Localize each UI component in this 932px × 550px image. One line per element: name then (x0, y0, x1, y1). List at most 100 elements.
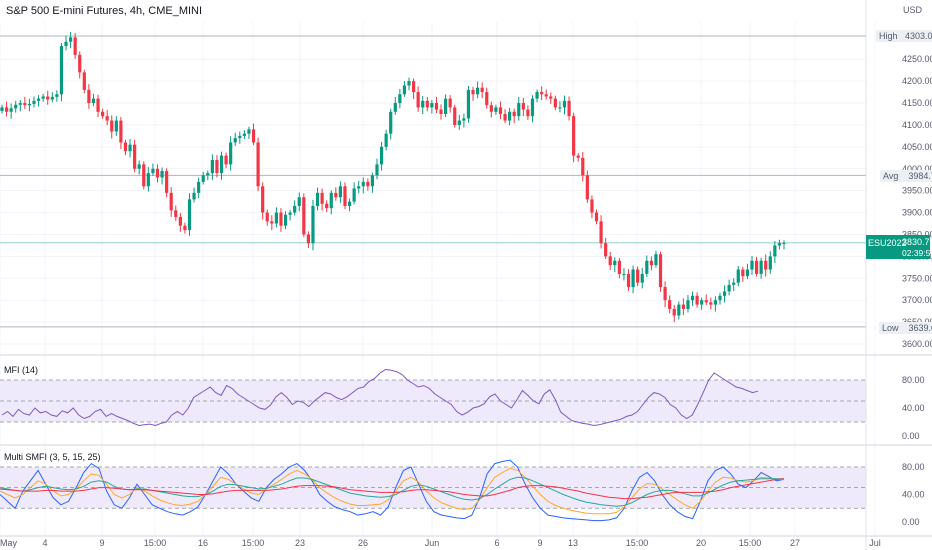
candle-body[interactable] (448, 98, 452, 108)
candle-body[interactable] (224, 155, 228, 165)
candle-body[interactable] (521, 103, 525, 110)
candle-body[interactable] (155, 168, 160, 178)
smfi-line-3[interactable] (0, 459, 785, 522)
candle-body[interactable] (361, 181, 365, 187)
candle-body[interactable] (585, 175, 589, 200)
candle-body[interactable] (41, 96, 45, 99)
candle-body[interactable] (146, 173, 150, 187)
candle-body[interactable] (517, 103, 521, 117)
candle-body[interactable] (137, 164, 141, 169)
candle-body[interactable] (46, 96, 50, 100)
candle-body[interactable] (73, 37, 77, 55)
candle-body[interactable] (325, 203, 329, 209)
candle-body[interactable] (320, 192, 324, 204)
candle-body[interactable] (50, 96, 54, 100)
candle-body[interactable] (718, 295, 722, 301)
candle-body[interactable] (123, 142, 128, 152)
candle-body[interactable] (713, 300, 718, 305)
candle-body[interactable] (283, 214, 288, 226)
candle-body[interactable] (562, 100, 567, 108)
candle-body[interactable] (466, 89, 471, 119)
candle-body[interactable] (736, 269, 740, 283)
candle-body[interactable] (709, 302, 713, 305)
candle-body[interactable] (764, 260, 768, 270)
smfi-pane-label[interactable]: Multi SMFI (3, 5, 15, 25) (4, 452, 101, 462)
candle-body[interactable] (512, 111, 516, 117)
candle-body[interactable] (741, 269, 745, 277)
candle-body[interactable] (567, 100, 571, 117)
candle-body[interactable] (754, 260, 759, 274)
candle-body[interactable] (242, 133, 246, 136)
candle-body[interactable] (576, 155, 580, 158)
candle-body[interactable] (489, 105, 493, 112)
candle-body[interactable] (471, 89, 475, 95)
candle-body[interactable] (197, 181, 201, 193)
candle-body[interactable] (128, 144, 132, 152)
candle-body[interactable] (727, 284, 731, 292)
candle-body[interactable] (768, 256, 772, 270)
candle-body[interactable] (133, 144, 137, 169)
candle-body[interactable] (55, 94, 59, 97)
candle-body[interactable] (530, 98, 535, 117)
candle-body[interactable] (599, 221, 603, 244)
candle-body[interactable] (453, 107, 457, 125)
candle-body[interactable] (508, 111, 512, 121)
candle-body[interactable] (357, 186, 361, 189)
candle-body[interactable] (759, 260, 763, 274)
candle-body[interactable] (151, 168, 155, 174)
smfi-series[interactable] (0, 459, 785, 522)
candle-body[interactable] (329, 192, 333, 209)
candle-body[interactable] (622, 273, 626, 275)
candle-body[interactable] (142, 164, 146, 187)
candle-body[interactable] (608, 256, 612, 266)
candle-body[interactable] (174, 210, 178, 217)
candle-body[interactable] (544, 94, 548, 97)
candle-body[interactable] (782, 242, 786, 244)
candle-body[interactable] (498, 107, 503, 114)
candle-body[interactable] (297, 197, 301, 206)
candle-body[interactable] (178, 216, 182, 226)
candle-body[interactable] (315, 192, 320, 206)
candle-body[interactable] (302, 197, 306, 235)
candle-body[interactable] (32, 100, 36, 104)
candle-body[interactable] (425, 100, 429, 108)
candle-body[interactable] (553, 98, 557, 108)
candle-body[interactable] (9, 108, 13, 112)
candle-body[interactable] (114, 120, 118, 132)
candle-body[interactable] (640, 273, 644, 283)
candle-body[interactable] (160, 170, 164, 178)
candle-body[interactable] (485, 92, 489, 106)
candle-body[interactable] (750, 260, 754, 270)
candle-body[interactable] (549, 96, 553, 99)
candle-body[interactable] (306, 234, 310, 244)
candle-body[interactable] (398, 94, 402, 104)
candle-body[interactable] (581, 157, 585, 176)
candle-body[interactable] (238, 135, 242, 139)
candle-body[interactable] (215, 159, 219, 174)
candle-body[interactable] (732, 282, 736, 285)
candle-body[interactable] (96, 98, 100, 112)
candle-body[interactable] (649, 260, 653, 266)
candle-body[interactable] (347, 201, 352, 206)
candle-body[interactable] (68, 37, 73, 42)
candle-body[interactable] (777, 243, 782, 246)
candle-body[interactable] (279, 212, 283, 226)
candle-body[interactable] (375, 164, 379, 176)
candle-body[interactable] (704, 300, 708, 303)
candle-body[interactable] (690, 295, 695, 301)
candle-body[interactable] (379, 146, 384, 165)
candle-body[interactable] (334, 192, 338, 198)
candle-body[interactable] (434, 103, 439, 110)
candle-body[interactable] (494, 107, 498, 112)
candle-body[interactable] (457, 120, 461, 125)
candle-body[interactable] (265, 212, 269, 222)
candle-body[interactable] (87, 89, 91, 104)
candle-body[interactable] (773, 245, 777, 257)
candle-body[interactable] (462, 118, 466, 121)
candle-body[interactable] (476, 87, 480, 95)
candle-body[interactable] (206, 173, 210, 176)
candle-body[interactable] (590, 199, 594, 213)
candle-body[interactable] (187, 199, 192, 231)
candle-body[interactable] (663, 287, 667, 301)
candle-body[interactable] (626, 273, 631, 288)
